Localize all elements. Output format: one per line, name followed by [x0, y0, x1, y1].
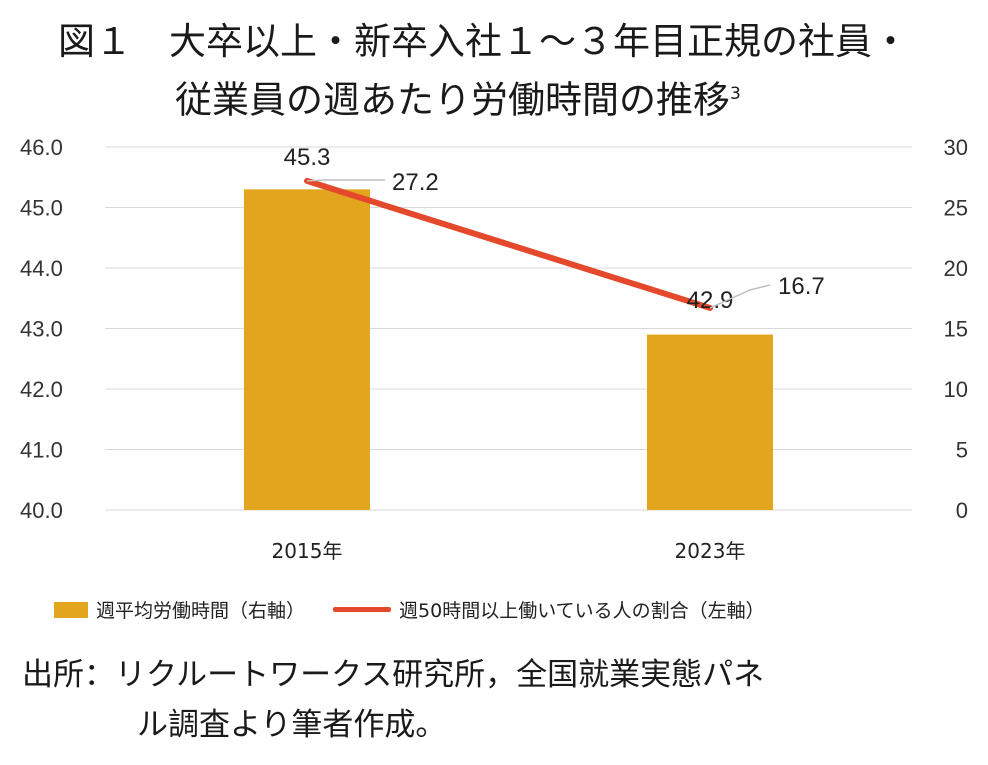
- legend-bar-label: 週平均労働時間（右軸）: [96, 600, 306, 622]
- category-label: 2015年: [272, 539, 343, 563]
- legend-line-swatch: [333, 607, 392, 612]
- right-axis-tick: 30: [944, 135, 968, 160]
- line-series: [304, 177, 713, 311]
- left-axis-tick: 41.0: [20, 438, 63, 463]
- right-axis-tick: 5: [956, 438, 968, 463]
- right-axis-tick: 10: [944, 377, 968, 402]
- left-axis-tick: 43.0: [20, 317, 63, 342]
- left-axis-tick: 45.0: [20, 196, 63, 221]
- right-axis-tick: 15: [944, 317, 968, 342]
- footnote-mark: 3: [730, 84, 741, 104]
- leader-line: [709, 284, 771, 309]
- left-axis-tick: 40.0: [20, 498, 63, 523]
- category-label: 2023年: [675, 539, 746, 563]
- left-axis-tick: 44.0: [20, 256, 63, 281]
- right-axis-tick: 0: [956, 498, 968, 523]
- right-axis-tick: 25: [944, 196, 968, 221]
- combo-chart: 46.0 30 45.0 25 44.0 20 43.0 15 42.0 10 41.0 5 40.0 0…: [20, 135, 968, 563]
- line-data-label: 27.2: [392, 169, 439, 196]
- line-data-label: 16.7: [778, 273, 825, 300]
- source-line-1: 出所：リクルートワークス研究所，全国就業実態パネ: [22, 657, 765, 693]
- legend-item-line: 週50時間以上働いている人の割合（左軸）: [333, 596, 765, 623]
- source-note: 出所：リクルートワークス研究所，全国就業実態パネ ル調査より筆者作成。: [22, 650, 972, 750]
- legend: 週平均労働時間（右軸） 週50時間以上働いている人の割合（左軸）: [54, 596, 793, 623]
- title-line-1: 図１ 大卒以上・新卒入社１～３年目正規の社員・: [58, 20, 909, 63]
- source-line-2: ル調査より筆者作成。: [137, 707, 447, 743]
- right-axis-tick: 20: [944, 256, 968, 281]
- legend-bar-swatch: [54, 601, 88, 618]
- leader-line: [306, 179, 385, 182]
- bar-data-label: 45.3: [284, 144, 331, 171]
- left-axis-tick: 42.0: [20, 377, 63, 402]
- chart-title: 図１ 大卒以上・新卒入社１～３年目正規の社員・ 従業員の週あたり労働時間の推移3: [58, 16, 958, 126]
- left-axis-tick: 46.0: [20, 135, 63, 160]
- title-line-2: 従業員の週あたり労働時間の推移3: [58, 68, 958, 126]
- legend-line-label: 週50時間以上働いている人の割合（左軸）: [399, 600, 765, 622]
- title-line-2-text: 従業員の週あたり労働時間の推移: [175, 78, 730, 122]
- bar: [244, 189, 370, 510]
- legend-item-bar: 週平均労働時間（右軸）: [54, 596, 305, 623]
- bar: [647, 334, 773, 510]
